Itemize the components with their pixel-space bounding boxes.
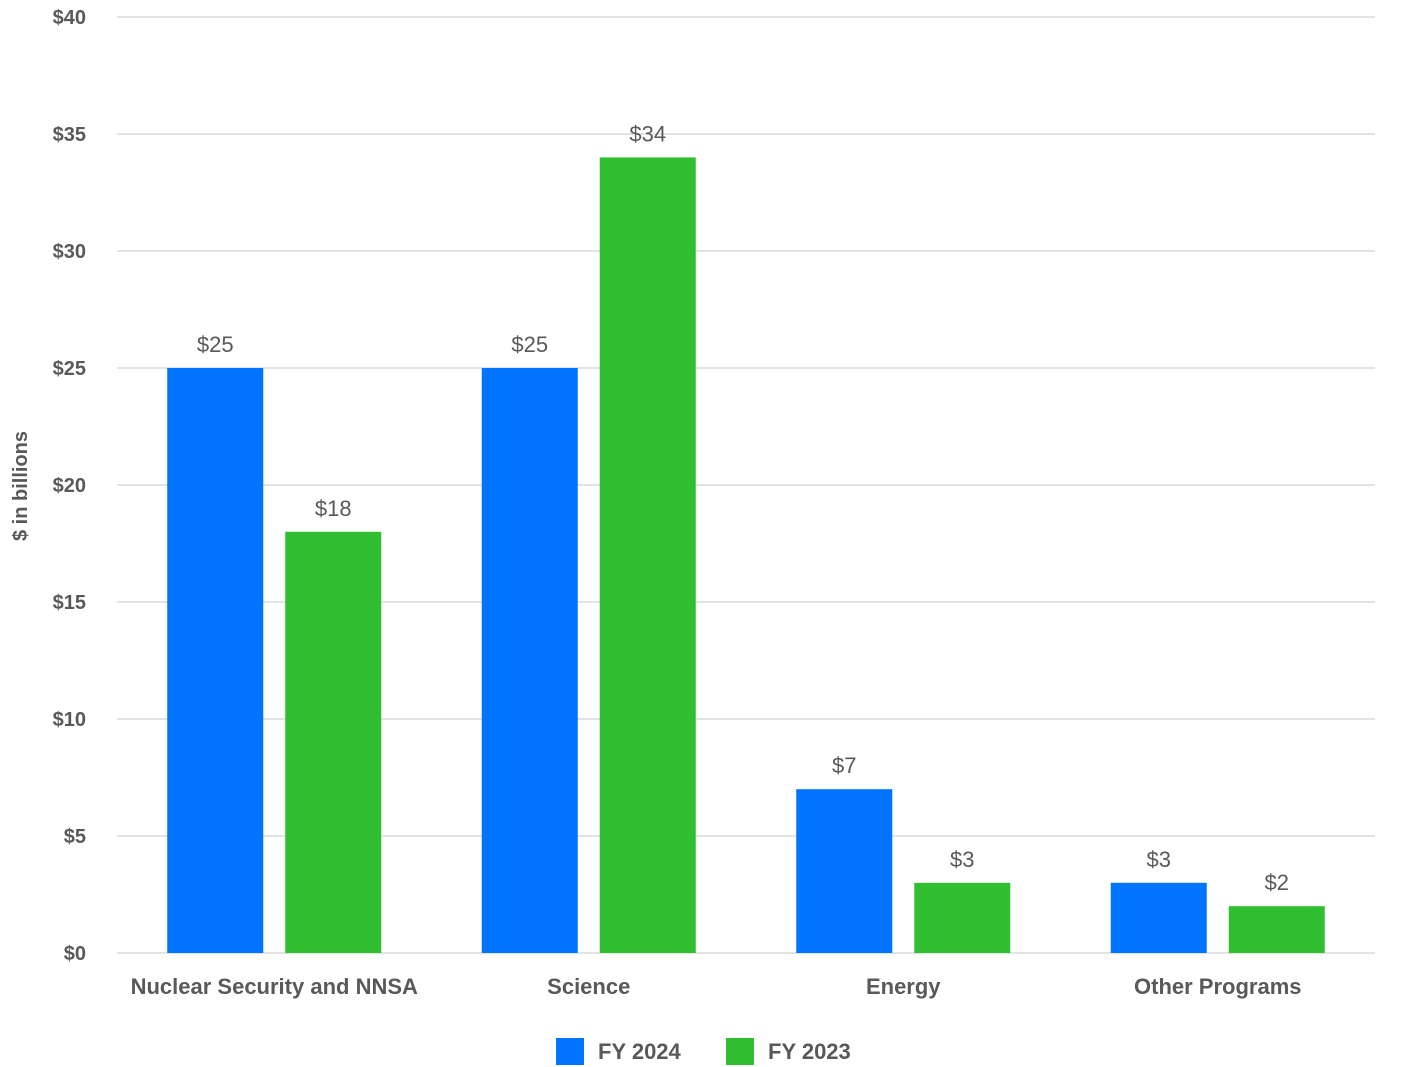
y-tick-label: $0: [64, 943, 86, 965]
bar-fy-2023-3: [1228, 906, 1325, 953]
data-label: $3: [950, 847, 974, 872]
x-axis-ticks: Nuclear Security and NNSA Science Energy Ot…: [131, 974, 1302, 999]
data-label: $34: [629, 121, 666, 146]
data-label: $18: [315, 496, 352, 521]
legend-swatch: [556, 1038, 584, 1065]
x-tick-label: Science: [547, 974, 630, 999]
x-tick-label: Energy: [866, 974, 941, 999]
legend-label: FY 2023: [768, 1039, 851, 1064]
legend: FY 2024 FY 2023: [556, 1038, 851, 1065]
y-tick-label: $35: [53, 124, 86, 146]
bar-fy-2024-0: [167, 368, 264, 953]
data-label: $25: [197, 332, 234, 357]
data-label: $2: [1265, 870, 1289, 895]
x-tick-label: Other Programs: [1134, 974, 1302, 999]
bar-fy-2024-3: [1110, 882, 1207, 953]
data-label: $7: [832, 753, 856, 778]
y-tick-label: $10: [53, 709, 86, 731]
y-tick-label: $30: [53, 241, 86, 263]
y-tick-label: $15: [53, 592, 86, 614]
x-tick-label: Nuclear Security and NNSA: [131, 974, 418, 999]
bar-fy-2023-2: [914, 882, 1011, 953]
data-labels: $25 $18 $25 $34 $7 $3 $3 $2: [197, 121, 1289, 895]
y-tick-label: $40: [53, 7, 86, 29]
bar-fy-2023-1: [599, 157, 696, 953]
bars: [167, 157, 1325, 953]
legend-item: FY 2023: [726, 1038, 851, 1065]
legend-label: FY 2024: [598, 1039, 682, 1064]
bar-fy-2024-1: [481, 368, 578, 953]
data-label: $25: [511, 332, 548, 357]
y-axis-label: $ in billions: [10, 431, 32, 541]
y-tick-label: $20: [53, 475, 86, 497]
legend-item: FY 2024: [556, 1038, 682, 1065]
y-axis-ticks: $0 $5 $10 $15 $20 $25 $30 $35 $40: [53, 7, 86, 965]
data-label: $3: [1147, 847, 1171, 872]
bar-fy-2023-0: [285, 531, 382, 953]
bar-fy-2024-2: [796, 789, 893, 953]
legend-swatch: [726, 1038, 754, 1065]
y-tick-label: $5: [64, 826, 86, 848]
y-tick-label: $25: [53, 358, 86, 380]
